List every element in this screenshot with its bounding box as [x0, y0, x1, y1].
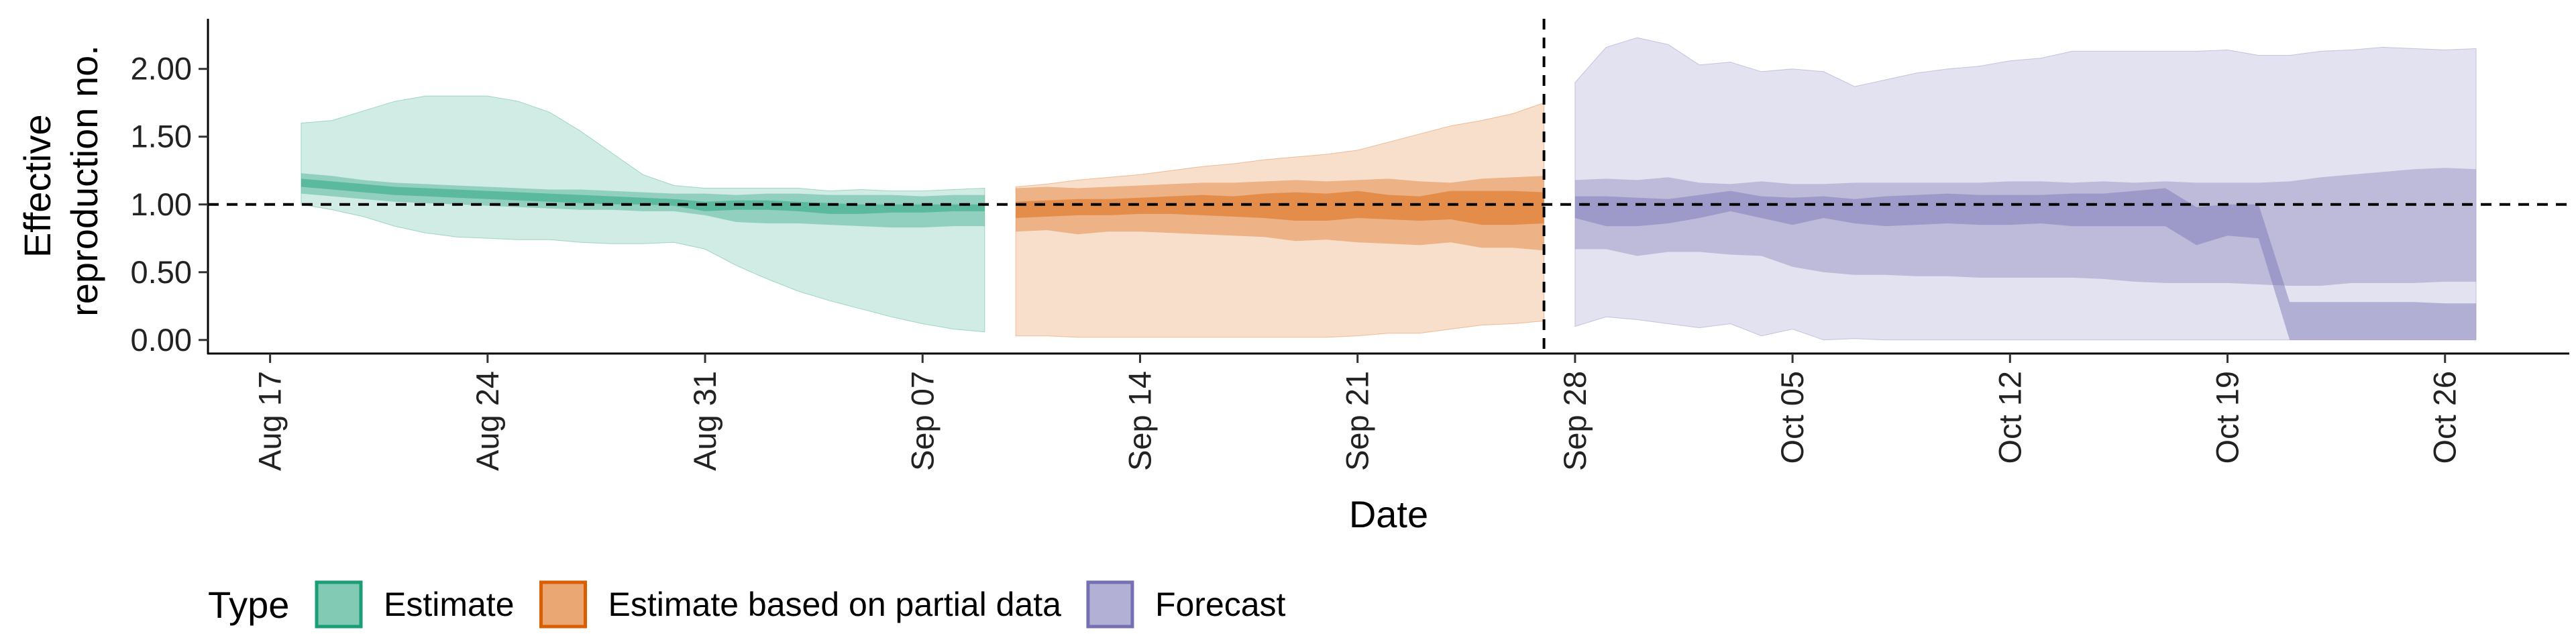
legend-label-estimate-based-on-partial-data: Estimate based on partial data	[608, 586, 1062, 623]
legend-swatch-estimate	[315, 580, 363, 629]
x-tick-label: Sep 21	[1340, 371, 1375, 471]
x-tick-label: Aug 24	[470, 371, 505, 471]
ribbon-layer	[301, 37, 2477, 341]
legend-title: Type	[208, 584, 289, 626]
x-tick-label: Aug 17	[252, 371, 288, 471]
x-tick-label: Sep 28	[1557, 371, 1593, 471]
legend-swatch-estimate-based-on-partial-data	[539, 580, 588, 629]
y-tick-label: 1.50	[131, 119, 192, 154]
x-tick-label: Sep 14	[1122, 371, 1157, 471]
x-tick-label: Oct 12	[1992, 371, 2027, 464]
legend-label-estimate: Estimate	[384, 586, 515, 623]
y-axis-title-line-1: Effective	[16, 114, 58, 258]
estimate-based-on-partial-data-ribbon-50	[1016, 176, 1544, 251]
estimate-based-on-partial-data-ribbon-20	[1016, 191, 1544, 225]
y-axis-title-line-2: reproduction no.	[63, 45, 105, 317]
forecast-ribbon-50	[1574, 168, 2477, 286]
x-tick-label: Oct 05	[1774, 371, 1810, 464]
forecast-ribbon-20	[1574, 188, 2477, 340]
y-axis-ticks: 0.00 0.50 1.00 1.50 2.00	[131, 51, 208, 358]
x-axis-title: Date	[1349, 493, 1428, 535]
y-axis-title: Effective reproduction no.	[16, 45, 105, 317]
forecast-ribbon-90	[1574, 37, 2477, 341]
estimate-ribbon-50	[301, 173, 985, 228]
y-tick-label: 0.00	[131, 322, 192, 358]
legend-swatch-forecast	[1086, 580, 1134, 629]
legend: Type Estimate Estimate based on partial d…	[208, 580, 1286, 629]
x-tick-label: Oct 26	[2427, 371, 2463, 464]
legend-label-forecast: Forecast	[1155, 586, 1286, 623]
x-tick-label: Sep 07	[904, 371, 940, 471]
y-tick-label: 1.00	[131, 186, 192, 222]
x-axis-ticks: Aug 17 Aug 24 Aug 31 Sep 07 Sep 14 Sep 21 Sep …	[252, 354, 2463, 471]
axes	[207, 19, 2569, 355]
y-tick-label: 0.50	[131, 254, 192, 290]
x-tick-label: Oct 19	[2210, 371, 2245, 464]
estimate-ribbon-90	[301, 95, 985, 333]
y-tick-label: 2.00	[131, 51, 192, 87]
x-tick-label: Aug 31	[687, 371, 722, 471]
